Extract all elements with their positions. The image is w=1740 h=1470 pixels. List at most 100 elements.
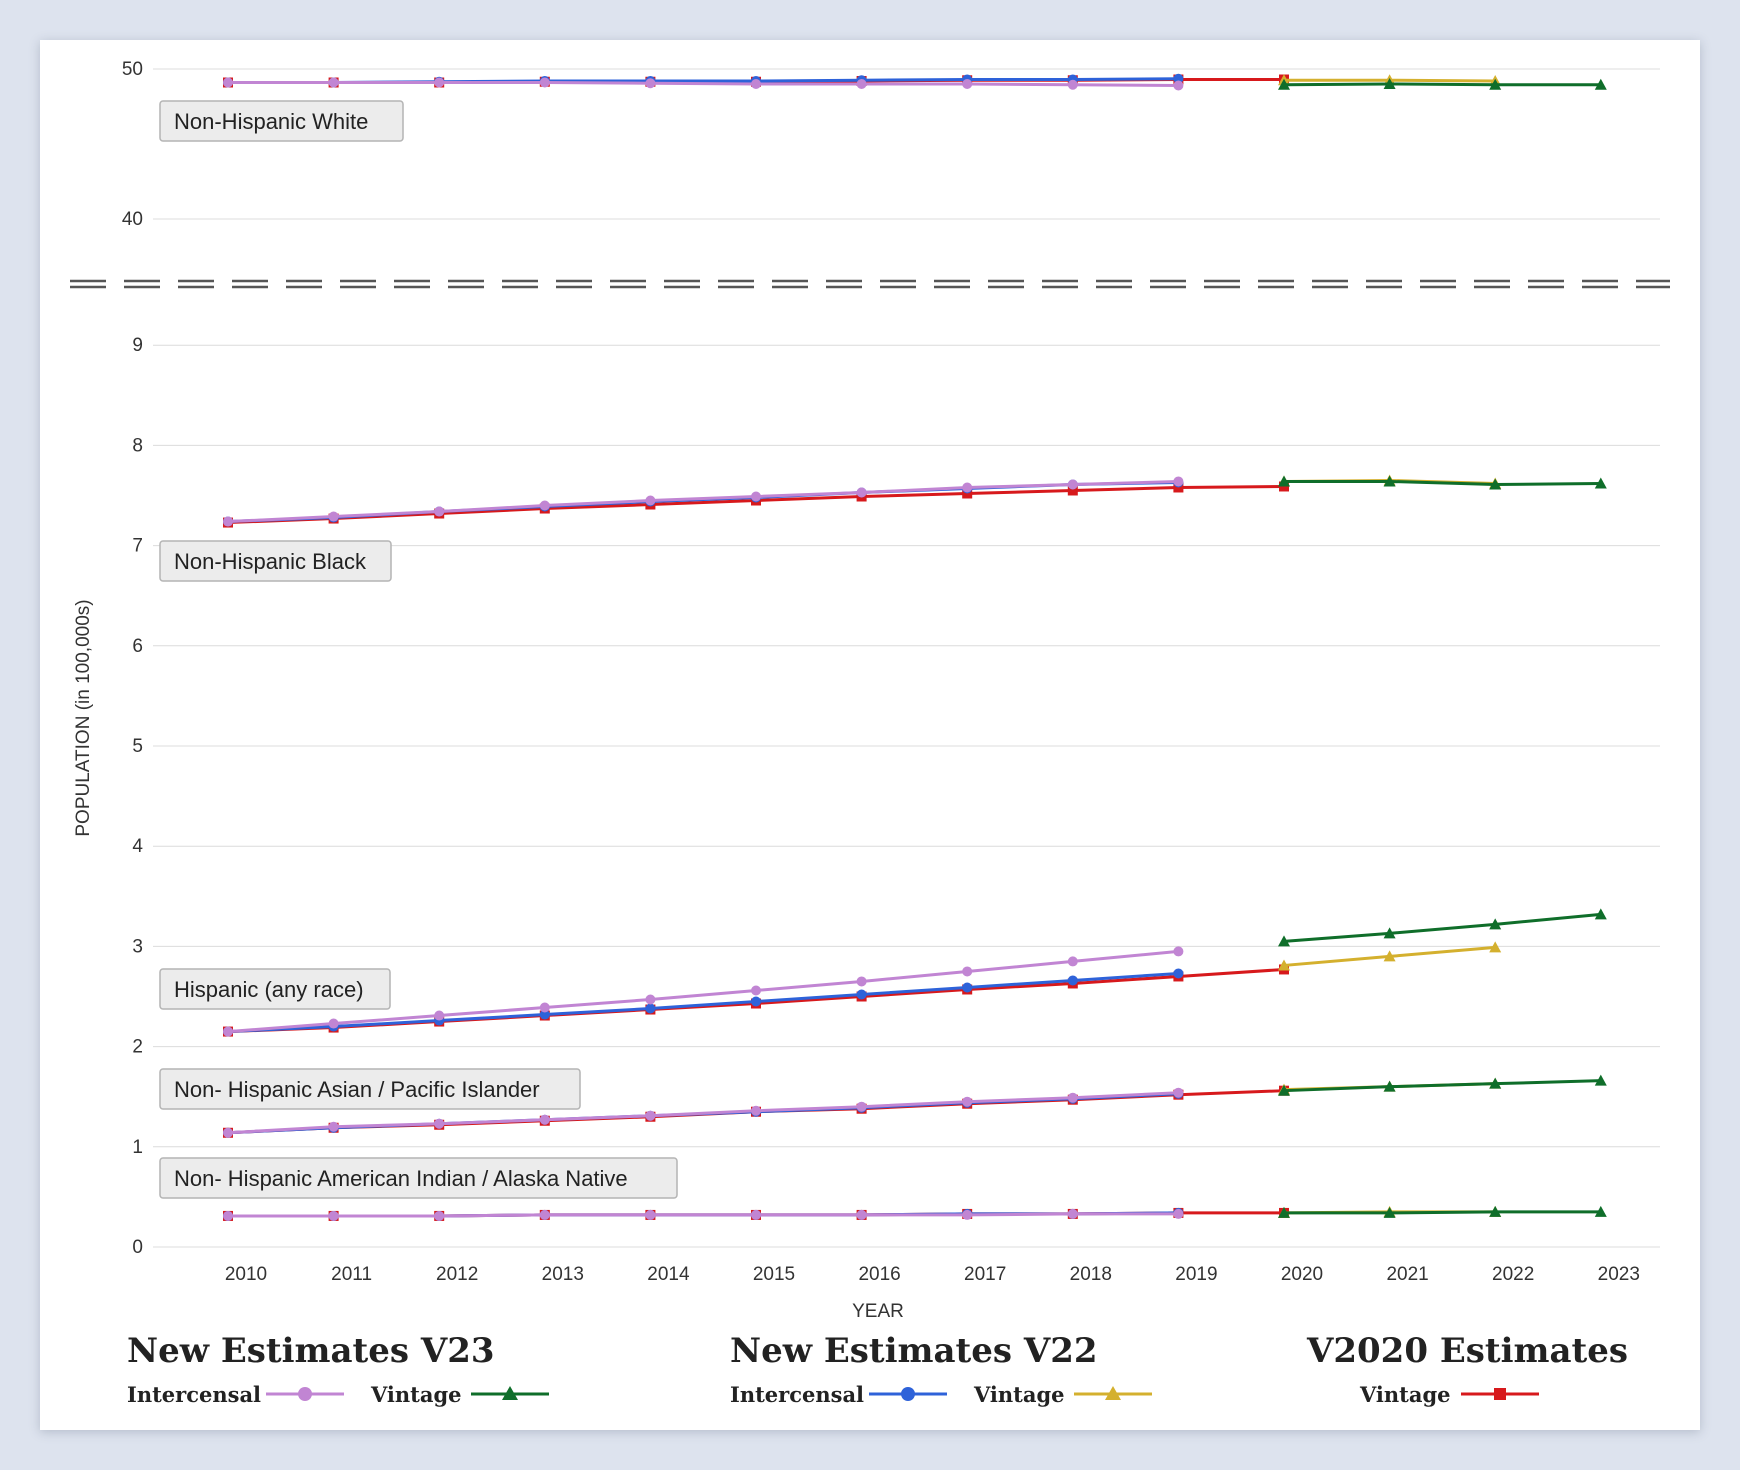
data-point — [1278, 1206, 1290, 1218]
data-point — [223, 1127, 233, 1138]
y-tick-label: 5 — [132, 736, 143, 757]
data-point — [434, 506, 445, 517]
data-point — [751, 79, 761, 89]
data-point — [645, 495, 656, 506]
category-label-box — [159, 968, 391, 1010]
series-group — [223, 73, 1607, 91]
x-tick-label: 2015 — [753, 1264, 795, 1285]
legend-item-label: Vintage — [973, 1382, 1065, 1407]
v23-intercensal-line — [227, 1091, 1179, 1135]
data-point — [328, 511, 339, 522]
data-point — [1594, 1205, 1607, 1217]
v23-vintage-line — [1283, 1079, 1601, 1093]
data-point — [1489, 1077, 1502, 1089]
data-point — [328, 1121, 339, 1132]
data-point — [1067, 485, 1078, 496]
x-tick-label: 2018 — [1070, 1264, 1112, 1285]
category-label-text: Non-Hispanic White — [174, 109, 368, 134]
category-label-box — [159, 1068, 581, 1110]
x-tick-label: 2016 — [858, 1264, 900, 1285]
y-tick-label: 1 — [132, 1137, 143, 1158]
y-tick-label: 4 — [132, 836, 143, 857]
data-point — [1278, 78, 1290, 90]
legend-swatch-marker — [1105, 1386, 1121, 1400]
v23-vintage-line — [1283, 82, 1601, 87]
v23-vintage-line — [1283, 912, 1601, 943]
legend-swatch-marker — [298, 1387, 312, 1401]
legend-item: Intercensal — [127, 1382, 344, 1407]
data-point — [1173, 1208, 1184, 1219]
data-point — [962, 1096, 973, 1107]
y-tick-label: 6 — [132, 636, 143, 657]
y-tick-label: 2 — [132, 1037, 143, 1058]
v23-intercensal-line — [227, 949, 1179, 1034]
x-tick-label: 2014 — [647, 1264, 690, 1285]
legend-group: New Estimates V22 Intercensal Vintage — [730, 1331, 1152, 1407]
data-point — [1278, 475, 1290, 487]
series-group — [223, 1205, 1607, 1221]
data-point — [1489, 941, 1502, 953]
data-point — [1489, 918, 1502, 930]
category-label: Hispanic (any race) — [159, 968, 391, 1010]
data-point — [539, 1002, 550, 1013]
v22-intercensal-line — [227, 971, 1179, 1034]
data-point — [751, 985, 761, 996]
y-tick-label: 50 — [122, 59, 143, 80]
data-point — [856, 976, 867, 987]
y-tick-label: 0 — [132, 1237, 143, 1258]
legend-group-title: New Estimates V22 — [730, 1331, 1098, 1371]
legend-group-title: New Estimates V23 — [127, 1331, 495, 1371]
data-point — [1173, 968, 1184, 979]
data-point — [1594, 78, 1607, 90]
chart-card: 40 50 0 1 2 3 4 5 6 7 8 9 2010 2011 2012 2013 2014 2015 20… — [40, 40, 1700, 1430]
data-point — [1594, 1074, 1607, 1086]
data-point — [434, 1210, 445, 1221]
data-point — [1279, 481, 1289, 492]
series-group — [223, 474, 1607, 528]
data-point — [1489, 78, 1502, 90]
category-label: Non- Hispanic American Indian / Alaska N… — [159, 1157, 678, 1199]
x-tick-label: 2013 — [542, 1264, 584, 1285]
legend-group: V2020 Estimates Vintage — [1306, 1331, 1628, 1407]
legend-item-label: Vintage — [1359, 1382, 1451, 1407]
y-tick-label: 3 — [132, 936, 143, 957]
data-point — [1173, 482, 1184, 493]
y-tick-label: 40 — [122, 209, 143, 230]
category-label: Non-Hispanic Black — [159, 540, 392, 582]
data-point — [962, 488, 973, 499]
data-point — [434, 77, 445, 88]
data-point — [645, 1209, 656, 1220]
data-point — [962, 982, 973, 993]
data-point — [1383, 927, 1396, 939]
data-point — [434, 1010, 445, 1021]
category-label-text: Non-Hispanic Black — [174, 549, 367, 574]
data-point — [1489, 478, 1502, 490]
data-point — [1278, 959, 1290, 971]
data-point — [539, 1114, 550, 1125]
x-tick-label: 2011 — [331, 1264, 372, 1285]
x-tick-label: 2012 — [436, 1264, 478, 1285]
data-point — [539, 500, 550, 511]
data-point — [1383, 1206, 1396, 1218]
legend-item: Vintage — [1359, 1382, 1539, 1407]
legend-item-label: Vintage — [370, 1382, 462, 1407]
legend-group: New Estimates V23 Intercensal Vintage — [127, 1331, 549, 1407]
data-point — [1594, 908, 1607, 920]
data-point — [1383, 78, 1396, 89]
v23-intercensal-line — [227, 479, 1179, 524]
y-tick-label: 7 — [132, 536, 143, 557]
legend-item-label: Intercensal — [127, 1382, 261, 1407]
data-point — [1173, 946, 1184, 957]
data-point — [1383, 475, 1396, 487]
x-tick-label: 2020 — [1281, 1264, 1323, 1285]
data-point — [751, 996, 761, 1007]
data-point — [539, 1209, 550, 1220]
data-point — [645, 1003, 656, 1014]
data-point — [1173, 1087, 1184, 1098]
legend-swatch-marker — [502, 1386, 518, 1400]
data-point — [962, 966, 973, 977]
data-point — [856, 79, 867, 89]
x-tick-label: 2017 — [964, 1264, 1006, 1285]
x-tick-label: 2021 — [1386, 1264, 1428, 1285]
data-point — [751, 1105, 761, 1116]
